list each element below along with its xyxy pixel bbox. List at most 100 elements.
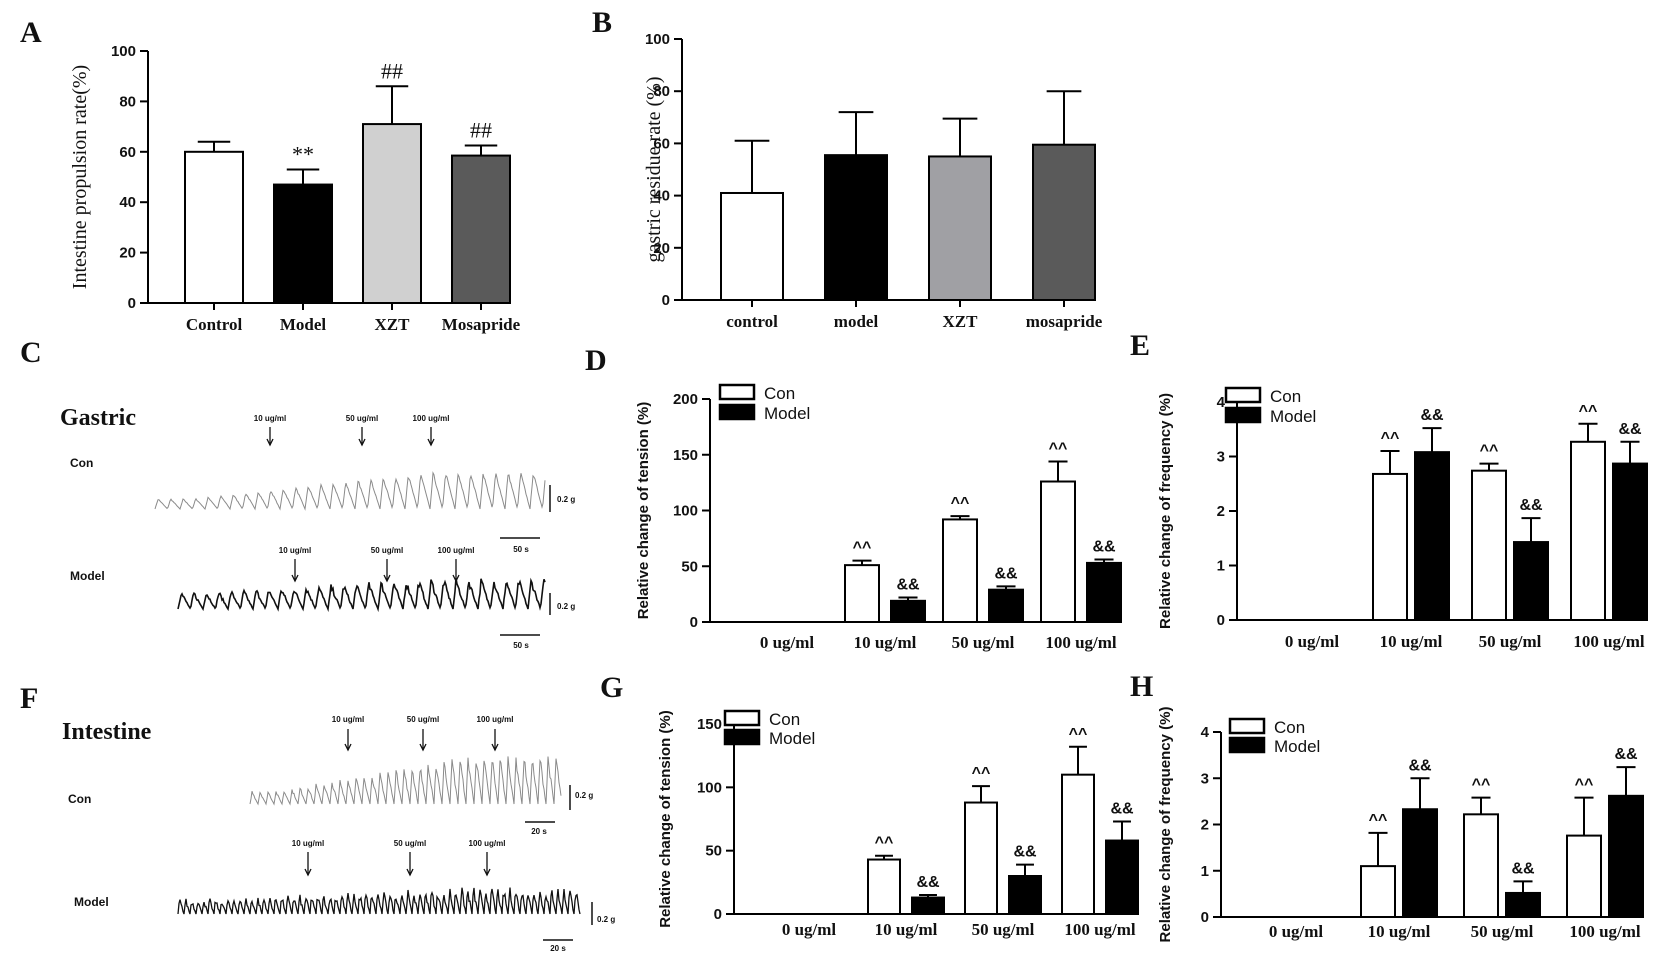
x-tick-label: Control [186,315,243,334]
bar [1040,480,1076,624]
trace-row-label: Con [70,456,93,470]
bar [1105,839,1139,915]
panel-letter-f: F [20,682,38,715]
significance-label: ^^ [1069,726,1088,743]
x-tick-label: mosapride [1026,312,1103,331]
bar [1414,451,1450,622]
x-tick-label: 50 ug/ml [1471,922,1534,941]
significance-label: ^^ [1480,443,1499,460]
trace-row-con: Con 10 ug/ml 50 ug/ml 100 ug/ml 0.2 g 50 s [70,414,575,554]
dose-marker-label: 10 ug/ml [279,546,311,555]
y-axis-title: gastric residue rate (%) [643,76,665,262]
x-tick-label: Mosapride [442,315,521,334]
legend-swatch-model [1224,406,1262,424]
y-tick-label: 2 [1217,503,1225,520]
panel-letter-a: A [20,16,42,49]
significance-label: ^^ [1575,777,1594,794]
trace-waveform [177,577,546,613]
dose-marker-label: 50 ug/ml [407,715,439,724]
significance-label: ^^ [951,495,970,512]
dose-arrow-head [406,868,414,877]
dose-arrow-head [452,574,460,583]
significance-label: && [1511,860,1535,877]
bar [1566,834,1602,918]
bar [1372,472,1408,621]
chart-d: D 0 50 100 150 200 Relative change of tension … [585,344,1122,652]
y-tick-label: 0 [1217,612,1225,629]
bar [1402,808,1438,918]
trace-title: Gastric [60,405,136,431]
x-tick-label: 10 ug/ml [875,920,938,939]
significance-label: && [1110,801,1134,818]
significance-label: ^^ [1579,403,1598,420]
x-tick-label: 10 ug/ml [1368,922,1431,941]
x-tick-label: 0 ug/ml [1285,632,1340,651]
dose-marker-label: 50 ug/ml [371,546,403,555]
x-tick-label: 100 ug/ml [1045,633,1117,652]
bar [1360,865,1396,918]
y-tick-label: 1 [1217,558,1225,575]
x-tick-label: 10 ug/ml [854,633,917,652]
dose-marker-label: 50 ug/ml [346,414,378,423]
bar [1505,891,1541,919]
panel-letter-h: H [1130,670,1153,703]
significance-label: ^^ [1381,430,1400,447]
significance-label: ** [292,141,314,166]
legend-label-model: Model [764,404,810,423]
y-tick-label: 0 [662,292,670,309]
y-tick-label: 20 [653,240,670,257]
legend-swatch-con [718,383,756,401]
bar [1086,561,1122,624]
dose-arrow-head [483,868,491,877]
legend-swatch-con [723,709,761,727]
y-tick-label: 100 [673,503,698,520]
y-tick-label: 0 [714,906,722,923]
bar [1513,541,1549,621]
bar [890,599,926,624]
x-tick-label: 10 ug/ml [1380,632,1443,651]
bar [1612,462,1648,621]
significance-label: ^^ [972,765,991,782]
dose-arrow-head [419,743,427,752]
bar [1463,813,1499,919]
y-tick-label: 100 [697,779,722,796]
significance-label: ## [470,118,492,143]
dose-arrow-head [383,574,391,583]
bar [824,154,888,301]
time-scale-label: 50 s [513,545,529,554]
dose-arrow-head [266,438,274,447]
legend-swatch-model [718,403,756,421]
legend-swatch-con [1228,717,1266,735]
bar [720,191,784,302]
panel-letter-b: B [592,6,612,39]
dose-marker-label: 10 ug/ml [254,414,286,423]
bar [1032,143,1096,301]
significance-label: && [916,874,940,891]
legend-swatch-con [1224,386,1262,404]
panel-letter-c: C [20,336,42,369]
y-tick-label: 150 [697,716,722,733]
bar [1471,469,1507,622]
chart-g: G 0 50 100 150 Relative change of tension (%)… [600,671,1139,939]
bar [867,858,901,915]
trace-panel-f: F Intestine Con 10 ug/ml 50 ug/ml 100 ug/ml 0.… [20,682,615,953]
bar [184,150,244,304]
amplitude-scale-label: 0.2 g [557,495,575,504]
dose-arrow-head [427,438,435,447]
panel-letter-e: E [1130,329,1150,362]
significance-label: && [1092,539,1116,556]
legend-label-model: Model [769,729,815,748]
legend-label-model: Model [1270,407,1316,426]
y-axis-title: Intestine propulsion rate(%) [69,65,91,289]
bar [1008,875,1042,915]
trace-panel-c: C Gastric Con 10 ug/ml 50 ug/ml 100 ug/ml 0.2 … [20,336,575,650]
bar [988,588,1024,623]
significance-label: && [1519,497,1543,514]
legend-label-con: Con [1270,387,1301,406]
dose-marker-label: 100 ug/ml [438,546,475,555]
y-tick-label: 4 [1201,724,1210,741]
legend-swatch-model [1228,736,1266,754]
legend-label-con: Con [764,384,795,403]
y-tick-label: 0 [1201,909,1209,926]
